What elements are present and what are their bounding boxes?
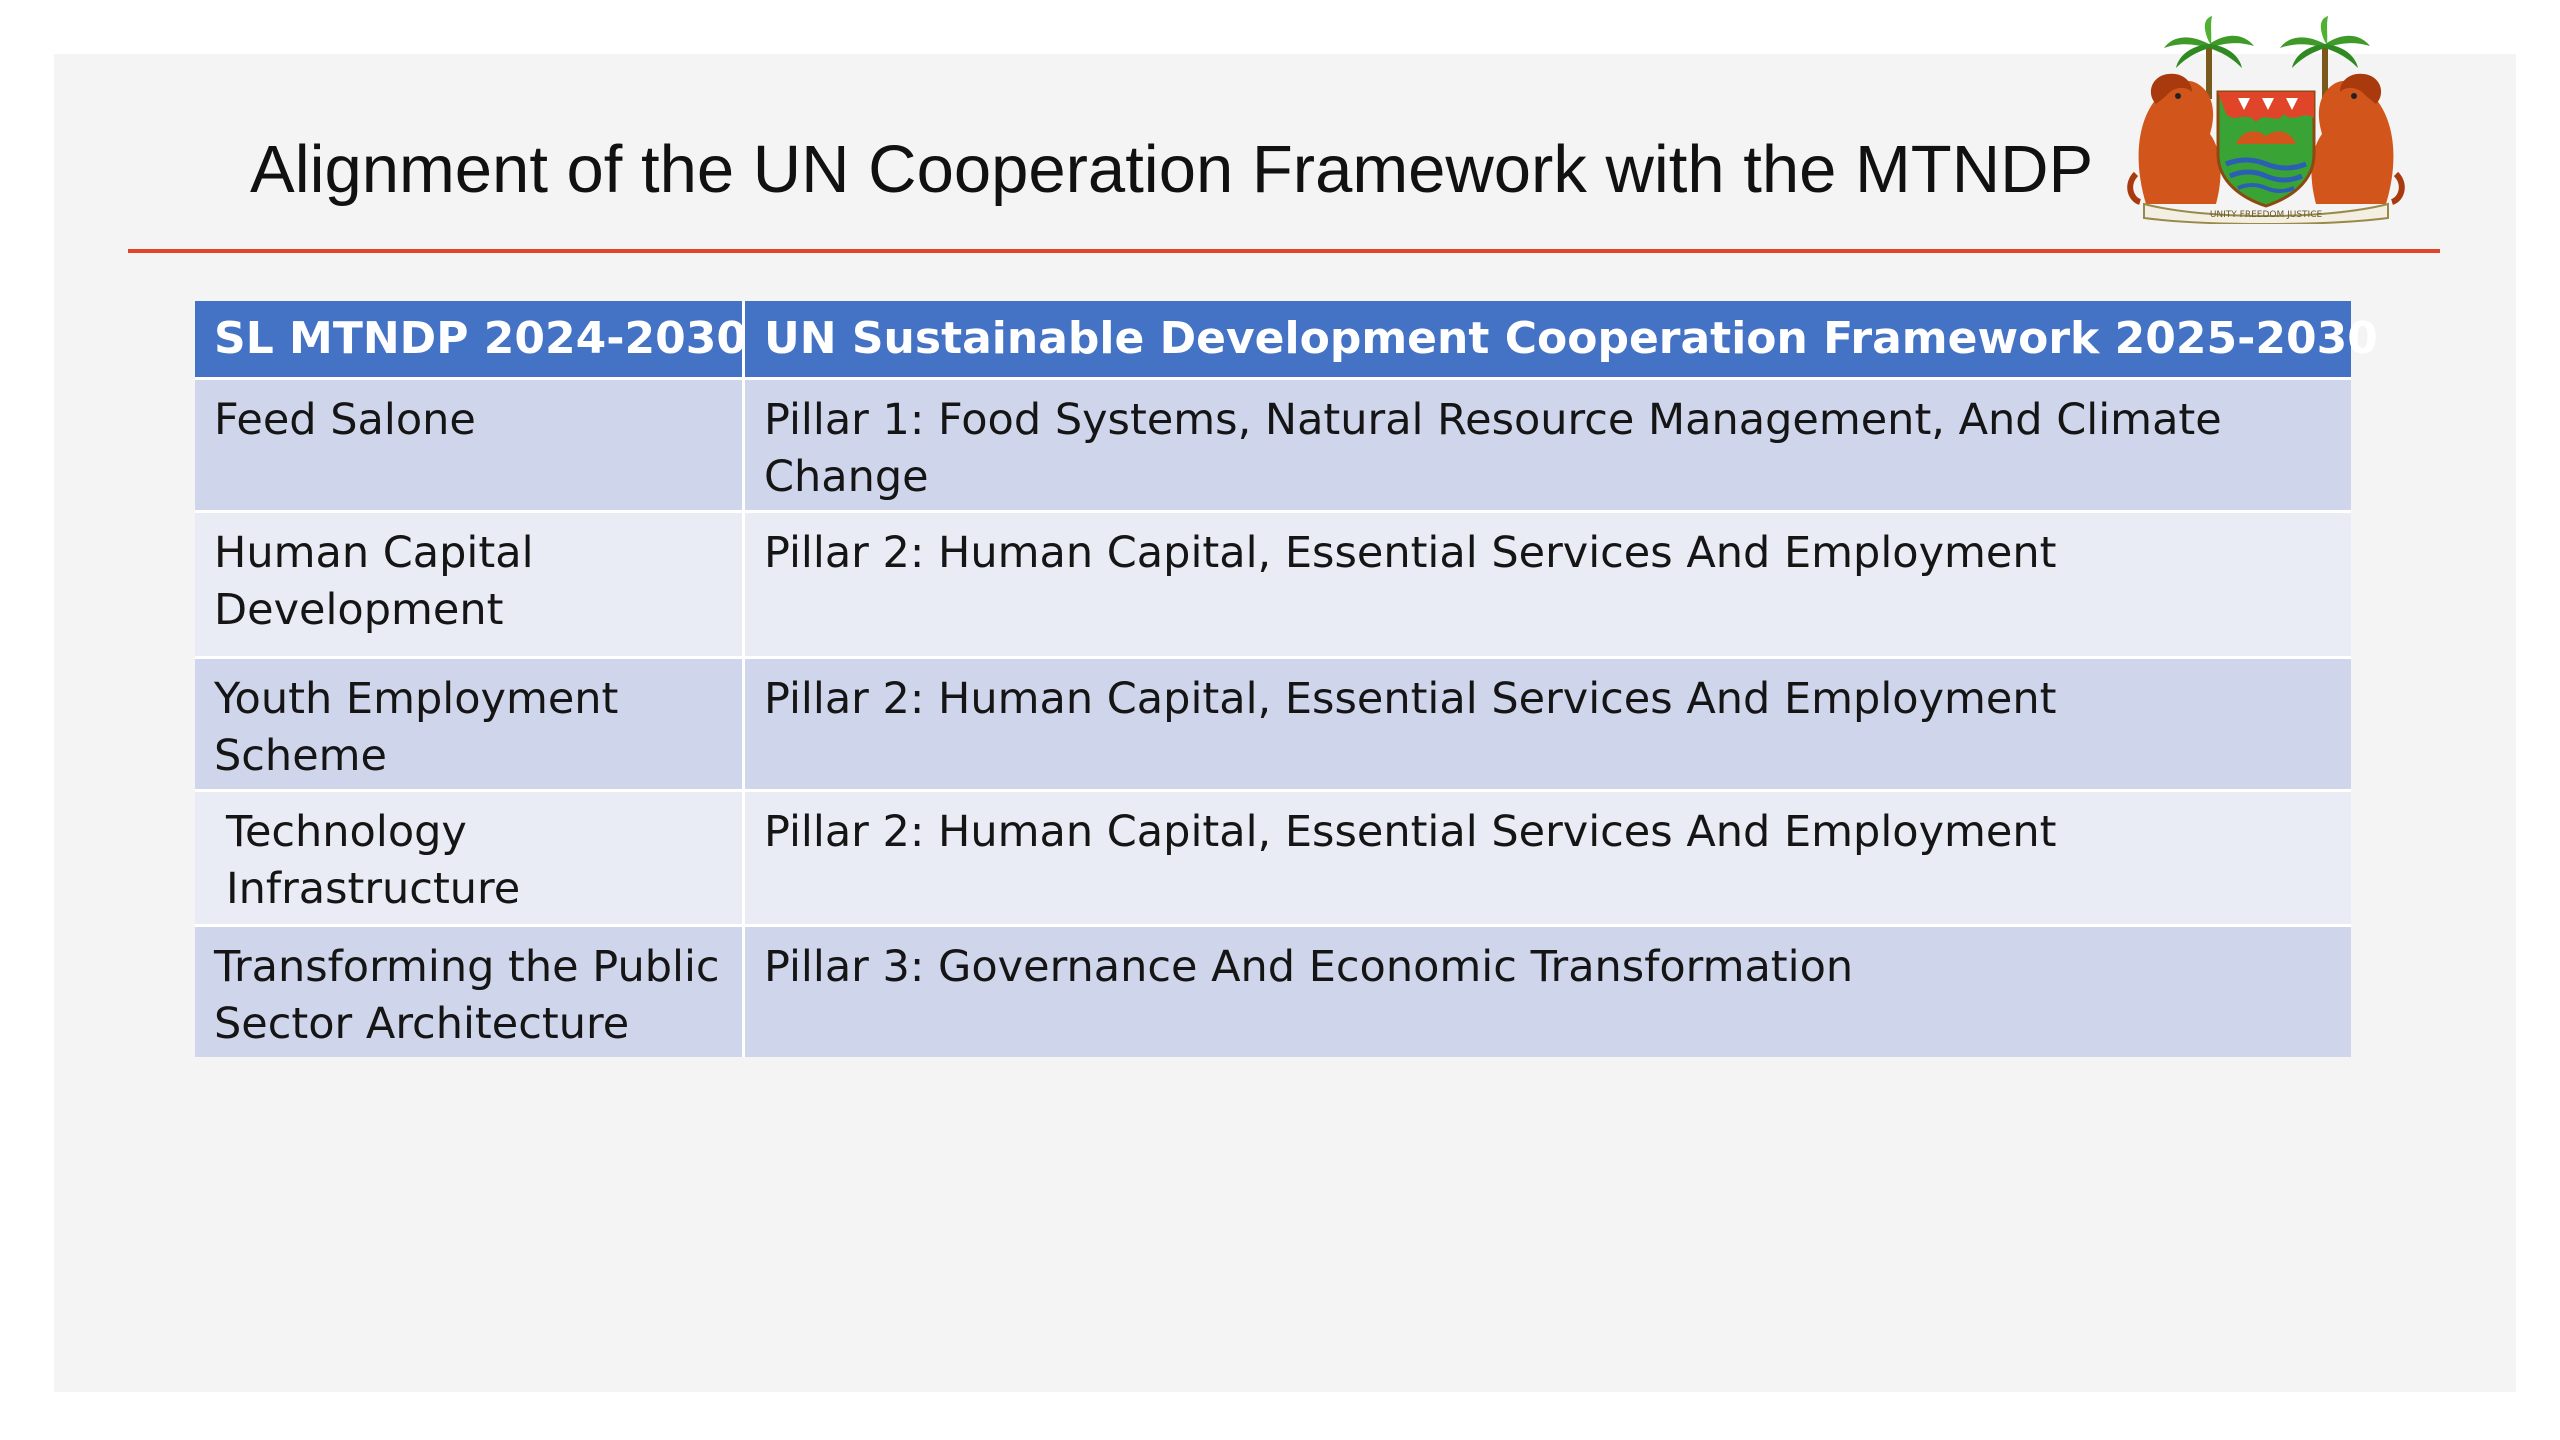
mtndp-cell: Transforming the Public Sector Architect… bbox=[195, 927, 745, 1057]
framework-cell: Pillar 2: Human Capital, Essential Servi… bbox=[764, 528, 2057, 578]
table-header-row: SL MTNDP 2024-2030 UN Sustainable Develo… bbox=[195, 301, 2378, 377]
framework-cell: Pillar 2: Human Capital, Essential Servi… bbox=[764, 674, 2057, 724]
header-mtndp: SL MTNDP 2024-2030 bbox=[195, 301, 747, 377]
mtndp-cell: Youth Employment Scheme bbox=[195, 659, 745, 789]
mtndp-cell: Technology Infrastructure bbox=[195, 792, 745, 924]
header-framework: UN Sustainable Development Cooperation F… bbox=[764, 313, 2378, 364]
title-divider bbox=[128, 249, 2440, 253]
table-row: Technology Infrastructure Pillar 2: Huma… bbox=[195, 789, 2351, 924]
table-row: Feed Salone Pillar 1: Food Systems, Natu… bbox=[195, 377, 2351, 510]
table-row: Transforming the Public Sector Architect… bbox=[195, 924, 2351, 1057]
mtndp-cell: Feed Salone bbox=[195, 380, 745, 510]
table-row: Youth Employment Scheme Pillar 2: Human … bbox=[195, 656, 2351, 789]
table-row: Human Capital Development Pillar 2: Huma… bbox=[195, 510, 2351, 656]
lion-right-icon bbox=[2311, 73, 2405, 205]
lion-left-icon bbox=[2127, 73, 2221, 205]
mtndp-cell: Human Capital Development bbox=[195, 513, 745, 656]
framework-cell: Pillar 1: Food Systems, Natural Resource… bbox=[764, 395, 2222, 502]
coat-of-arms-icon: UNITY FREEDOM JUSTICE bbox=[2126, 14, 2406, 225]
slide-title: Alignment of the UN Cooperation Framewor… bbox=[250, 132, 2094, 207]
framework-cell: Pillar 3: Governance And Economic Transf… bbox=[764, 942, 1854, 992]
alignment-table: SL MTNDP 2024-2030 UN Sustainable Develo… bbox=[195, 301, 2378, 1057]
motto-text: UNITY FREEDOM JUSTICE bbox=[2210, 210, 2323, 220]
motto-ribbon-icon: UNITY FREEDOM JUSTICE bbox=[2143, 202, 2389, 225]
shield-icon bbox=[2216, 90, 2316, 208]
palm-tree-right-icon bbox=[2280, 16, 2370, 99]
framework-cell: Pillar 2: Human Capital, Essential Servi… bbox=[764, 807, 2057, 857]
palm-tree-left-icon bbox=[2164, 16, 2254, 99]
